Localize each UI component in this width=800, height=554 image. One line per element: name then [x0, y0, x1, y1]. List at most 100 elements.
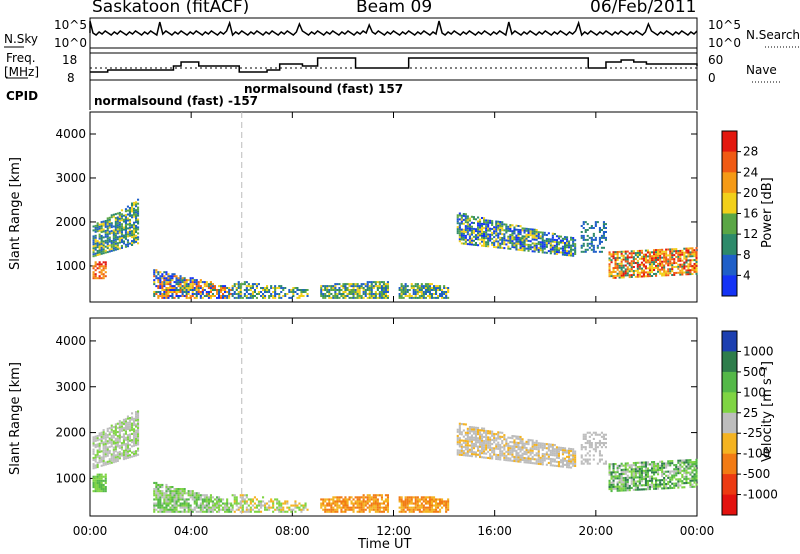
echo-cell	[653, 257, 656, 260]
echo-cell	[183, 281, 186, 284]
echo-cell	[114, 444, 117, 447]
echo-cell	[566, 242, 569, 245]
echo-cell	[561, 237, 564, 240]
echo-cell	[205, 504, 208, 507]
echo-cell	[362, 506, 365, 509]
echo-cell	[566, 455, 569, 458]
echo-cell	[479, 218, 482, 221]
echo-cell	[185, 279, 188, 282]
echo-cell	[110, 426, 113, 429]
velocity-ytick-label: 4000	[55, 334, 86, 348]
echo-cell	[161, 506, 164, 509]
echo-cell	[112, 436, 115, 439]
echo-cell	[655, 483, 658, 486]
echo-cell	[685, 465, 688, 468]
echo-cell	[644, 480, 647, 483]
echo-cell	[102, 252, 105, 255]
echo-cell	[120, 213, 123, 216]
echo-cell	[416, 496, 419, 499]
echo-cell	[114, 240, 117, 243]
echo-cell	[693, 485, 696, 488]
echo-cell	[193, 502, 196, 505]
echo-cell	[689, 465, 692, 468]
echo-cell	[626, 250, 629, 253]
echo-cell	[104, 249, 107, 252]
echo-cell	[527, 457, 530, 460]
echo-cell	[332, 496, 335, 499]
echo-cell	[408, 295, 411, 297]
echo-cell	[521, 241, 524, 244]
echo-cell	[326, 295, 329, 297]
echo-cell	[651, 265, 654, 268]
echo-cell	[128, 425, 131, 428]
echo-cell	[545, 443, 548, 446]
echo-cell	[487, 239, 490, 242]
echo-cell	[426, 283, 429, 286]
echo-cell	[128, 439, 131, 442]
echo-cell	[209, 289, 212, 291]
echo-cell	[410, 296, 413, 299]
echo-cell	[133, 225, 136, 228]
velocity-colorbar-tick-label: -100	[743, 447, 770, 461]
echo-cell	[487, 245, 490, 248]
echo-cell	[574, 247, 577, 250]
echo-cell	[642, 255, 645, 258]
echo-cell	[370, 296, 373, 299]
echo-cell	[382, 281, 385, 284]
echo-cell	[564, 447, 567, 450]
echo-cell	[239, 296, 242, 299]
echo-cell	[630, 270, 633, 273]
echo-cell	[683, 482, 686, 485]
echo-cell	[632, 258, 635, 261]
echo-cell	[555, 235, 558, 238]
echo-cell	[695, 259, 698, 261]
echo-cell	[626, 489, 629, 492]
echo-cell	[479, 449, 482, 452]
echo-cell	[555, 245, 558, 248]
echo-cell	[630, 266, 633, 269]
echo-cell	[586, 460, 589, 463]
echo-cell	[272, 295, 275, 297]
echo-cell	[653, 255, 656, 258]
echo-cell	[618, 276, 621, 279]
echo-cell	[398, 287, 401, 289]
echo-cell	[537, 462, 540, 465]
echo-cell	[499, 226, 502, 229]
echo-cell	[137, 424, 140, 427]
echo-cell	[104, 479, 107, 482]
echo-cell	[324, 296, 327, 299]
echo-cell	[610, 273, 613, 276]
echo-cell	[651, 263, 654, 266]
echo-cell	[410, 508, 413, 511]
echo-cell	[169, 510, 172, 513]
echo-cell	[135, 454, 138, 457]
echo-cell	[598, 450, 601, 453]
echo-cell	[320, 291, 323, 293]
echo-cell	[632, 250, 635, 253]
echo-cell	[543, 243, 546, 246]
echo-cell	[126, 239, 129, 242]
echo-cell	[667, 460, 670, 463]
echo-cell	[588, 458, 591, 461]
echo-cell	[110, 443, 113, 446]
echo-cell	[483, 221, 486, 224]
echo-cell	[266, 502, 269, 505]
echo-cell	[517, 240, 520, 243]
echo-cell	[224, 506, 227, 509]
echo-cell	[456, 453, 459, 456]
echo-cell	[412, 508, 415, 511]
echo-cell	[679, 469, 682, 472]
echo-cell	[209, 285, 212, 288]
echo-cell	[460, 236, 463, 239]
echo-cell	[106, 446, 109, 449]
echo-cell	[163, 296, 166, 299]
echo-cell	[133, 419, 136, 422]
echo-cell	[681, 251, 684, 254]
echo-cell	[124, 432, 127, 435]
echo-cell	[209, 508, 212, 511]
echo-cell	[100, 435, 103, 438]
echo-cell	[243, 281, 246, 284]
echo-cell	[677, 468, 680, 471]
echo-cell	[630, 482, 633, 485]
echo-cell	[570, 252, 573, 255]
